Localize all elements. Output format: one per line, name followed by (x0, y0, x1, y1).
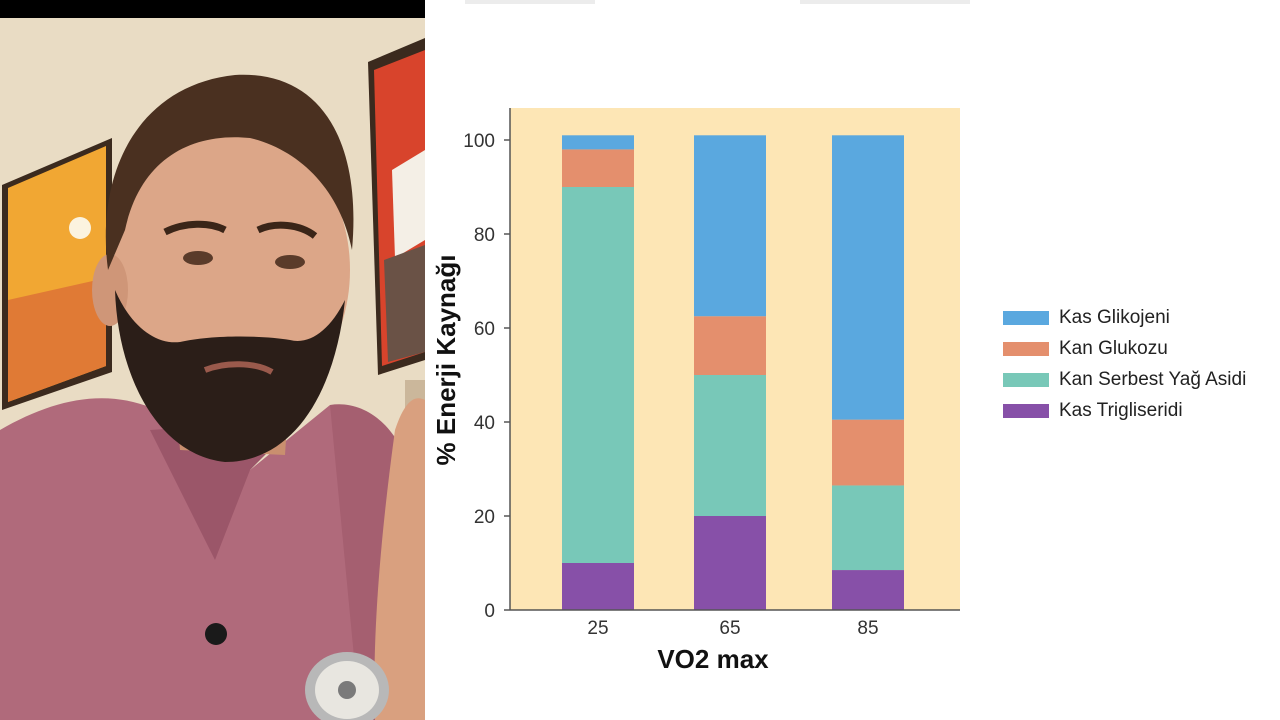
axes-group (504, 108, 960, 611)
legend-swatch (1003, 310, 1049, 325)
bar-segment-25-kan-glukozu (562, 149, 634, 187)
legend-swatch (1003, 403, 1049, 418)
y-tick-label: 80 (474, 225, 495, 246)
x-tick-label: 85 (857, 618, 878, 639)
x-axis-title: VO2 max (657, 644, 769, 674)
bar-segment-65-kas-glikojeni (694, 135, 766, 317)
legend-label: Kan Glukozu (1059, 337, 1168, 359)
legend-item: Kas Trigliseridi (1003, 395, 1278, 426)
legend-label: Kan Serbest Yağ Asidi (1059, 368, 1247, 390)
bar-segment-25-kan-serbest-ya-asidi (562, 187, 634, 563)
bars-group (562, 135, 904, 610)
bar-segment-65-kan-serbest-ya-asidi (694, 375, 766, 516)
chart-legend: Kas Glikojeni Kan Glukozu Kan Serbest Yağ … (1003, 302, 1278, 426)
presenter-illustration (0, 0, 425, 720)
lavalier-mic (205, 623, 227, 645)
video-frame (0, 0, 425, 720)
bar-segment-85-kan-serbest-ya-asidi (832, 485, 904, 571)
chart-panel: 0 20 40 60 80 100 25 65 85 % Enerji Kaynağı VO2… (425, 0, 1280, 720)
bar-segment-25-kas-trigliseridi (562, 563, 634, 610)
bar-segment-85-kas-trigliseridi (832, 570, 904, 610)
wristwatch (305, 652, 389, 720)
bar-segment-85-kas-glikojeni (832, 135, 904, 420)
x-tick-label: 25 (587, 618, 608, 639)
bar-segment-65-kan-glukozu (694, 316, 766, 375)
legend-swatch (1003, 372, 1049, 387)
y-tick-label: 40 (474, 413, 495, 434)
legend-label: Kas Trigliseridi (1059, 399, 1183, 421)
bar-segment-65-kas-trigliseridi (694, 516, 766, 610)
y-tick-labels: 0 20 40 60 80 100 (463, 131, 495, 622)
stacked-bar-chart: 0 20 40 60 80 100 25 65 85 % Enerji Kaynağı VO2… (431, 108, 960, 674)
wall-painting-left (2, 138, 112, 410)
legend-item: Kan Glukozu (1003, 333, 1278, 364)
y-axis-title: % Enerji Kaynağı (431, 255, 461, 466)
beard (115, 290, 345, 462)
hand (374, 398, 425, 720)
bar-segment-25-kas-glikojeni (562, 135, 634, 150)
x-tick-labels: 25 65 85 (587, 618, 878, 639)
wall-poster-right (368, 38, 425, 375)
y-tick-label: 60 (474, 319, 495, 340)
legend-item: Kan Serbest Yağ Asidi (1003, 364, 1278, 395)
y-tick-label: 20 (474, 507, 495, 528)
bar-segment-85-kan-glukozu (832, 419, 904, 486)
letterbox-bar (0, 0, 425, 18)
x-tick-label: 65 (719, 618, 740, 639)
top-divider-strip (465, 0, 595, 4)
y-tick-label: 0 (484, 601, 495, 622)
hair (105, 74, 354, 270)
legend-swatch (1003, 341, 1049, 356)
legend-item: Kas Glikojeni (1003, 302, 1278, 333)
top-divider-strip (800, 0, 970, 4)
legend-label: Kas Glikojeni (1059, 306, 1170, 328)
y-tick-label: 100 (463, 131, 495, 152)
